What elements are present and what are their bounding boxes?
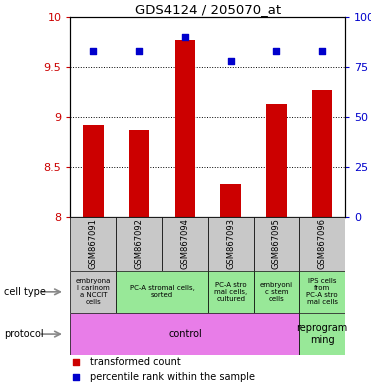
Text: GSM867092: GSM867092 <box>135 218 144 269</box>
Point <box>319 48 325 54</box>
Text: embryoni
c stem
cells: embryoni c stem cells <box>260 282 293 302</box>
Title: GDS4124 / 205070_at: GDS4124 / 205070_at <box>135 3 281 16</box>
Point <box>228 58 234 64</box>
Bar <box>208 217 253 271</box>
Bar <box>83 125 104 217</box>
Bar <box>116 271 208 313</box>
Point <box>182 34 188 40</box>
Bar <box>299 313 345 355</box>
Text: percentile rank within the sample: percentile rank within the sample <box>90 372 255 382</box>
Text: PC-A stromal cells,
sorted: PC-A stromal cells, sorted <box>129 285 194 298</box>
Text: IPS cells
from
PC-A stro
mal cells: IPS cells from PC-A stro mal cells <box>306 278 338 305</box>
Bar <box>175 40 195 217</box>
Bar <box>220 184 241 217</box>
Bar <box>253 271 299 313</box>
Bar <box>312 90 332 217</box>
Text: embryona
l carinom
a NCCIT
cells: embryona l carinom a NCCIT cells <box>76 278 111 305</box>
Text: control: control <box>168 329 202 339</box>
Point <box>136 48 142 54</box>
Bar <box>70 217 116 271</box>
Bar <box>162 217 208 271</box>
Bar <box>116 217 162 271</box>
Text: reprogram
ming: reprogram ming <box>296 323 348 345</box>
Text: GSM867091: GSM867091 <box>89 218 98 269</box>
Bar <box>70 313 299 355</box>
Point <box>273 48 279 54</box>
Point <box>73 359 79 366</box>
Bar <box>208 271 253 313</box>
Bar <box>299 271 345 313</box>
Bar <box>70 271 116 313</box>
Text: GSM867096: GSM867096 <box>318 218 326 269</box>
Point <box>91 48 96 54</box>
Text: GSM867094: GSM867094 <box>180 218 189 269</box>
Bar <box>266 104 287 217</box>
Text: protocol: protocol <box>4 329 43 339</box>
Text: GSM867095: GSM867095 <box>272 218 281 269</box>
Point <box>73 374 79 380</box>
Text: cell type: cell type <box>4 287 46 297</box>
Bar <box>299 217 345 271</box>
Bar <box>253 217 299 271</box>
Text: transformed count: transformed count <box>90 358 180 367</box>
Bar <box>129 130 150 217</box>
Text: GSM867093: GSM867093 <box>226 218 235 269</box>
Text: PC-A stro
mal cells,
cultured: PC-A stro mal cells, cultured <box>214 282 247 302</box>
